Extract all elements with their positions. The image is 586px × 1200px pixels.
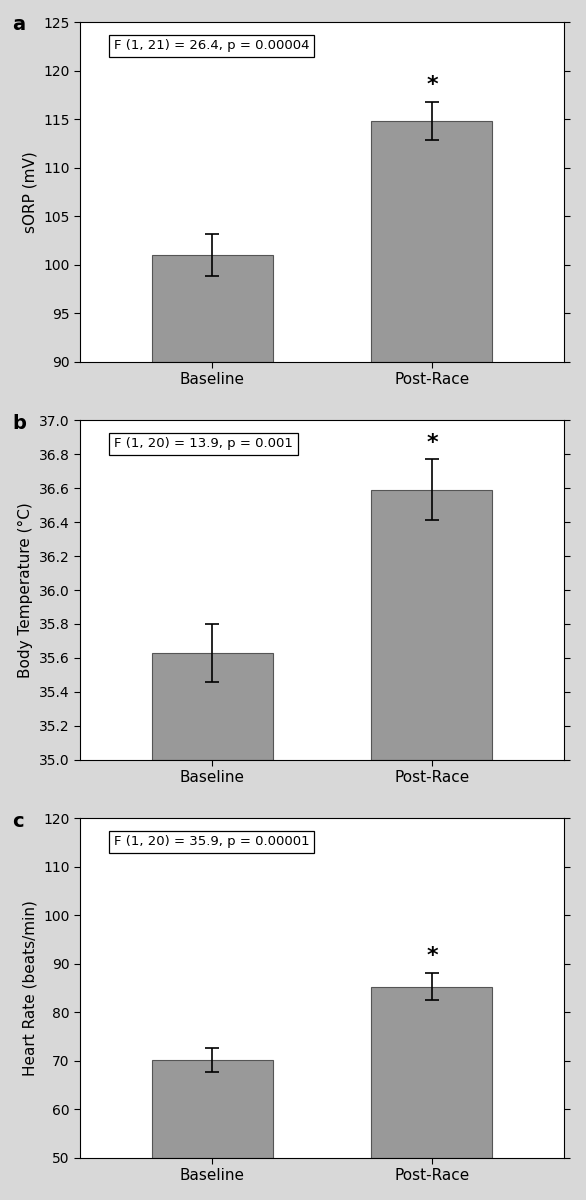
Bar (152, 653, 272, 760)
Bar (372, 490, 492, 760)
Text: *: * (426, 947, 438, 966)
Text: *: * (426, 432, 438, 452)
Y-axis label: Body Temperature (°C): Body Temperature (°C) (18, 502, 33, 678)
Text: c: c (12, 811, 24, 830)
Text: F (1, 20) = 35.9, p = 0.00001: F (1, 20) = 35.9, p = 0.00001 (114, 835, 310, 848)
Text: F (1, 20) = 13.9, p = 0.001: F (1, 20) = 13.9, p = 0.001 (114, 437, 293, 450)
Y-axis label: sORP (mV): sORP (mV) (23, 151, 38, 233)
Bar (372, 986, 492, 1158)
Bar (152, 254, 272, 361)
Bar (372, 121, 492, 361)
Y-axis label: Heart Rate (beats/min): Heart Rate (beats/min) (23, 900, 38, 1076)
Text: b: b (12, 414, 26, 432)
Bar (152, 1060, 272, 1158)
Text: F (1, 21) = 26.4, p = 0.00004: F (1, 21) = 26.4, p = 0.00004 (114, 40, 309, 52)
Text: a: a (12, 16, 26, 35)
Text: *: * (426, 74, 438, 95)
